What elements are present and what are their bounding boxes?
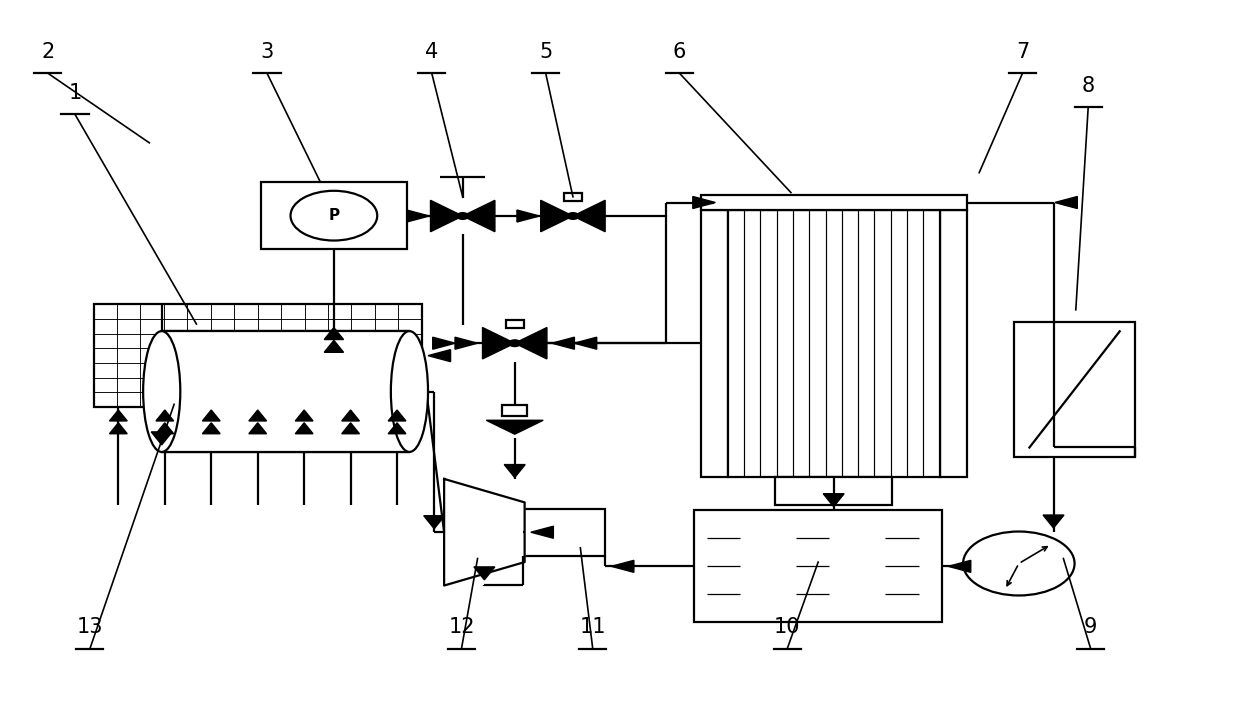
Bar — [694, 511, 942, 622]
Circle shape — [963, 532, 1075, 595]
Ellipse shape — [391, 331, 428, 452]
Polygon shape — [342, 410, 360, 421]
Polygon shape — [1043, 515, 1064, 528]
Text: 10: 10 — [774, 617, 801, 637]
Polygon shape — [531, 526, 553, 538]
Circle shape — [508, 340, 521, 347]
Polygon shape — [505, 465, 526, 478]
Bar — [506, 320, 523, 328]
Bar — [1014, 322, 1136, 457]
Polygon shape — [463, 200, 495, 231]
Bar — [523, 509, 605, 555]
Bar — [161, 331, 409, 452]
Bar — [701, 194, 967, 210]
Text: 7: 7 — [1016, 42, 1029, 62]
Polygon shape — [515, 328, 547, 359]
Polygon shape — [295, 423, 312, 434]
Polygon shape — [430, 200, 463, 231]
Polygon shape — [949, 560, 971, 572]
Polygon shape — [156, 423, 174, 434]
Text: 9: 9 — [1084, 617, 1097, 637]
Polygon shape — [342, 423, 360, 434]
Polygon shape — [407, 210, 429, 222]
Polygon shape — [552, 337, 574, 349]
Polygon shape — [424, 515, 445, 529]
Polygon shape — [109, 410, 128, 421]
Text: P: P — [329, 208, 340, 223]
Text: 4: 4 — [425, 42, 439, 62]
Bar — [775, 477, 893, 506]
Polygon shape — [693, 197, 715, 209]
Bar — [564, 193, 582, 201]
Polygon shape — [151, 432, 172, 445]
Polygon shape — [823, 493, 844, 507]
Polygon shape — [433, 337, 455, 349]
Polygon shape — [202, 410, 221, 421]
Text: 12: 12 — [448, 617, 475, 637]
Polygon shape — [202, 423, 221, 434]
Polygon shape — [324, 340, 343, 352]
Text: 3: 3 — [260, 42, 274, 62]
Text: 11: 11 — [579, 617, 606, 637]
Bar — [260, 182, 407, 249]
Text: 13: 13 — [77, 617, 103, 637]
Polygon shape — [482, 328, 515, 359]
Polygon shape — [444, 479, 525, 585]
Circle shape — [290, 191, 377, 241]
Polygon shape — [1055, 197, 1078, 209]
Circle shape — [567, 213, 579, 219]
Polygon shape — [455, 337, 477, 349]
Polygon shape — [486, 420, 543, 434]
Polygon shape — [388, 423, 405, 434]
Polygon shape — [249, 410, 267, 421]
Bar — [728, 210, 940, 477]
Bar — [701, 210, 728, 477]
Polygon shape — [428, 350, 450, 362]
Bar — [93, 304, 422, 407]
Bar — [940, 210, 967, 477]
Text: 6: 6 — [673, 42, 686, 62]
Bar — [502, 405, 527, 417]
Text: 1: 1 — [68, 83, 82, 103]
Polygon shape — [156, 410, 174, 421]
Text: 5: 5 — [539, 42, 552, 62]
Polygon shape — [611, 560, 634, 572]
Polygon shape — [295, 410, 312, 421]
Polygon shape — [249, 423, 267, 434]
Polygon shape — [388, 410, 405, 421]
Ellipse shape — [143, 331, 180, 452]
Polygon shape — [574, 337, 596, 349]
Polygon shape — [324, 328, 343, 340]
Text: 2: 2 — [41, 42, 55, 62]
Text: 8: 8 — [1081, 76, 1095, 96]
Bar — [161, 331, 409, 452]
Polygon shape — [161, 331, 409, 452]
Circle shape — [456, 213, 469, 219]
Polygon shape — [573, 200, 605, 231]
Polygon shape — [541, 200, 573, 231]
Polygon shape — [517, 210, 539, 222]
Polygon shape — [109, 423, 128, 434]
Polygon shape — [474, 567, 495, 580]
